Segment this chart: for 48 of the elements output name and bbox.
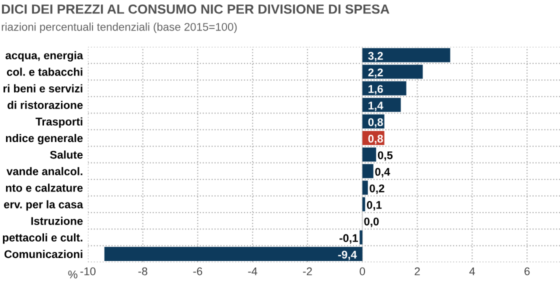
y-tick-label: vande analcol. bbox=[6, 167, 82, 176]
bar bbox=[360, 230, 362, 244]
data-label: 0,5 bbox=[378, 151, 393, 161]
x-tick-label: 0 bbox=[360, 267, 366, 276]
bar bbox=[362, 81, 406, 96]
bar bbox=[362, 197, 366, 212]
x-tick-label: -2 bbox=[303, 267, 312, 276]
data-label: 1,6 bbox=[368, 85, 383, 95]
y-tick-label: Istruzione bbox=[31, 216, 83, 225]
data-label: 2,2 bbox=[368, 68, 383, 78]
y-tick-label: col. e tabacchi bbox=[6, 68, 82, 76]
x-tick-label: 4 bbox=[469, 268, 475, 276]
bar bbox=[362, 48, 450, 62]
bar bbox=[362, 180, 368, 195]
y-tick-label: Comunicazioni bbox=[4, 250, 82, 258]
x-tick-label: 2 bbox=[414, 267, 420, 276]
y-tick-label: nto e calzature bbox=[6, 184, 83, 192]
y-tick-label: Trasporti bbox=[36, 117, 82, 128]
y-tick-label: ndice generale bbox=[6, 134, 83, 144]
data-label: 1,4 bbox=[368, 102, 384, 112]
y-tick-label: erv. per la casa bbox=[4, 200, 84, 211]
data-label: 0,4 bbox=[375, 168, 390, 178]
x-tick-label: -10 bbox=[80, 267, 96, 276]
data-label: -0,1 bbox=[340, 234, 358, 244]
y-tick-label: acqua, energia bbox=[6, 51, 84, 62]
data-label: 0,1 bbox=[366, 201, 382, 211]
data-label: 0,8 bbox=[368, 134, 383, 144]
data-label: 3,2 bbox=[368, 52, 383, 62]
chart-title: DICI DEI PREZZI AL CONSUMO NIC PER DIVISIONE DI SPESA bbox=[2, 4, 390, 14]
y-tick-label: pettacoli e cult. bbox=[2, 233, 82, 244]
x-tick-label: -8 bbox=[138, 267, 148, 276]
bar bbox=[362, 164, 374, 178]
x-tick-label: -4 bbox=[248, 268, 258, 276]
bar bbox=[362, 64, 423, 79]
bar bbox=[362, 98, 401, 112]
bar bbox=[104, 246, 362, 261]
data-label: 0,0 bbox=[364, 218, 379, 228]
y-tick-label: di ristorazione bbox=[8, 100, 83, 109]
data-label: 0,8 bbox=[368, 118, 383, 128]
y-tick-label: Salute bbox=[50, 150, 83, 159]
y-tick-label: ri beni e servizi bbox=[4, 84, 82, 92]
bar bbox=[362, 148, 376, 162]
data-label: -9,4 bbox=[338, 250, 357, 260]
chart-subtitle: riazioni percentuali tendenziali (base 2015=100) bbox=[2, 22, 237, 34]
text: % bbox=[68, 270, 78, 278]
x-tick-label: -6 bbox=[193, 267, 202, 276]
data-label: 0,2 bbox=[370, 184, 384, 194]
x-tick-label: 6 bbox=[524, 267, 530, 276]
